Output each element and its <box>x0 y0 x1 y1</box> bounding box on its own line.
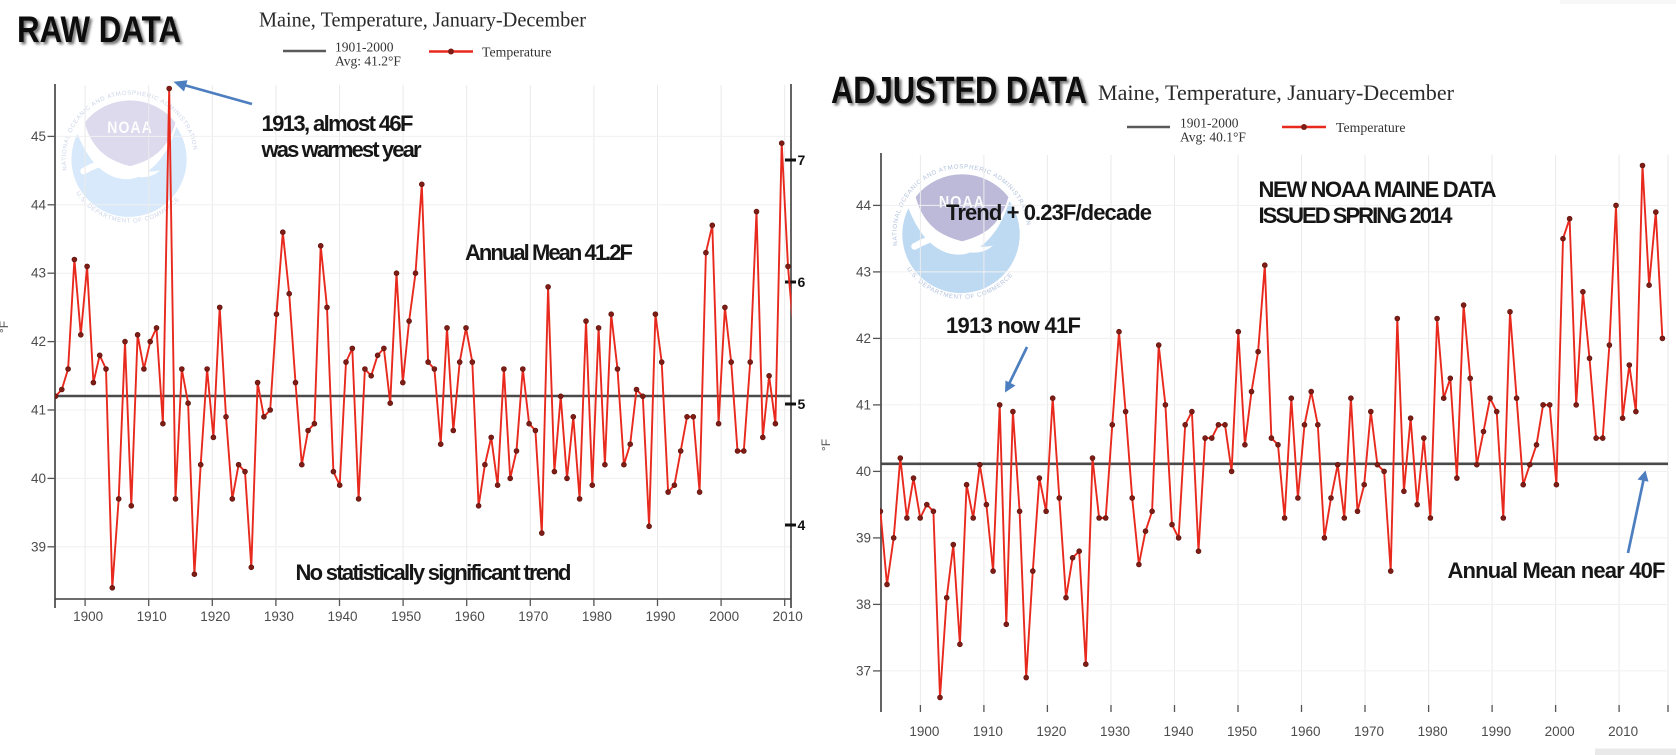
svg-text:42: 42 <box>31 334 46 349</box>
svg-text:RAW DATA: RAW DATA <box>17 9 181 50</box>
svg-text:2010: 2010 <box>1608 724 1638 739</box>
svg-text:Annual Mean near 40F: Annual Mean near 40F <box>1448 558 1666 583</box>
svg-text:45: 45 <box>31 129 46 144</box>
svg-text:1900: 1900 <box>73 609 103 624</box>
svg-text:2010: 2010 <box>773 609 803 624</box>
svg-text:6: 6 <box>798 274 806 290</box>
svg-text:1950: 1950 <box>391 609 421 624</box>
svg-text:39: 39 <box>856 530 871 545</box>
svg-text:40: 40 <box>856 464 871 479</box>
svg-text:1920: 1920 <box>1036 724 1066 739</box>
svg-text:ISSUED SPRING 2014: ISSUED SPRING 2014 <box>1259 203 1454 228</box>
svg-text:1930: 1930 <box>264 609 294 624</box>
svg-text:42: 42 <box>856 331 871 346</box>
svg-text:1990: 1990 <box>1481 724 1511 739</box>
svg-text:43: 43 <box>856 264 871 279</box>
svg-text:4: 4 <box>798 517 806 533</box>
svg-text:1970: 1970 <box>1354 724 1384 739</box>
svg-text:41: 41 <box>31 403 46 418</box>
svg-text:NOAA: NOAA <box>939 192 985 211</box>
svg-text:1930: 1930 <box>1100 724 1130 739</box>
svg-text:38: 38 <box>856 597 871 612</box>
svg-text:1901-2000: 1901-2000 <box>335 40 394 55</box>
svg-text:No statistically significant t: No statistically significant trend <box>296 560 572 585</box>
svg-text:39: 39 <box>31 539 46 554</box>
svg-text:2000: 2000 <box>1545 724 1575 739</box>
svg-text:1970: 1970 <box>518 609 548 624</box>
svg-text:1980: 1980 <box>1418 724 1448 739</box>
svg-text:1980: 1980 <box>582 609 612 624</box>
svg-text:1960: 1960 <box>455 609 485 624</box>
svg-text:1990: 1990 <box>645 609 675 624</box>
svg-text:Trend + 0.23F/decade: Trend + 0.23F/decade <box>946 200 1152 225</box>
svg-text:Temperature: Temperature <box>482 45 552 60</box>
svg-text:NEW NOAA MAINE DATA: NEW NOAA MAINE DATA <box>1259 177 1497 202</box>
svg-text:2000: 2000 <box>709 609 739 624</box>
svg-text:1910: 1910 <box>973 724 1003 739</box>
svg-text:37: 37 <box>856 663 871 678</box>
svg-text:NOAA: NOAA <box>107 118 152 137</box>
svg-text:was warmest year: was warmest year <box>261 137 422 162</box>
svg-text:1901-2000: 1901-2000 <box>1180 116 1239 131</box>
svg-text:ADJUSTED DATA: ADJUSTED DATA <box>831 70 1087 112</box>
svg-text:1913, almost 46F: 1913, almost 46F <box>262 111 414 136</box>
svg-text:°F: °F <box>0 321 11 333</box>
svg-text:44: 44 <box>856 198 872 213</box>
svg-text:5: 5 <box>798 396 806 412</box>
svg-text:44: 44 <box>31 197 47 212</box>
svg-text:1960: 1960 <box>1290 724 1320 739</box>
svg-text:1940: 1940 <box>1163 724 1193 739</box>
svg-text:Annual Mean 41.2F: Annual Mean 41.2F <box>465 240 633 265</box>
svg-text:1913 now 41F: 1913 now 41F <box>946 313 1081 338</box>
svg-text:43: 43 <box>31 266 46 281</box>
svg-text:41: 41 <box>856 397 871 412</box>
svg-text:1900: 1900 <box>909 724 939 739</box>
svg-text:1950: 1950 <box>1227 724 1257 739</box>
svg-text:Avg: 40.1°F: Avg: 40.1°F <box>1180 130 1246 145</box>
svg-text:°F: °F <box>819 439 833 451</box>
svg-text:Maine, Temperature, January-De: Maine, Temperature, January-December <box>259 8 586 32</box>
svg-text:1910: 1910 <box>137 609 167 624</box>
svg-text:1940: 1940 <box>327 609 357 624</box>
svg-text:40: 40 <box>31 471 46 486</box>
svg-text:1920: 1920 <box>200 609 230 624</box>
svg-text:Avg: 41.2°F: Avg: 41.2°F <box>335 54 401 69</box>
svg-text:7: 7 <box>798 152 806 168</box>
svg-text:Temperature: Temperature <box>1336 120 1406 135</box>
svg-text:Maine, Temperature, January-De: Maine, Temperature, January-December <box>1098 80 1455 105</box>
